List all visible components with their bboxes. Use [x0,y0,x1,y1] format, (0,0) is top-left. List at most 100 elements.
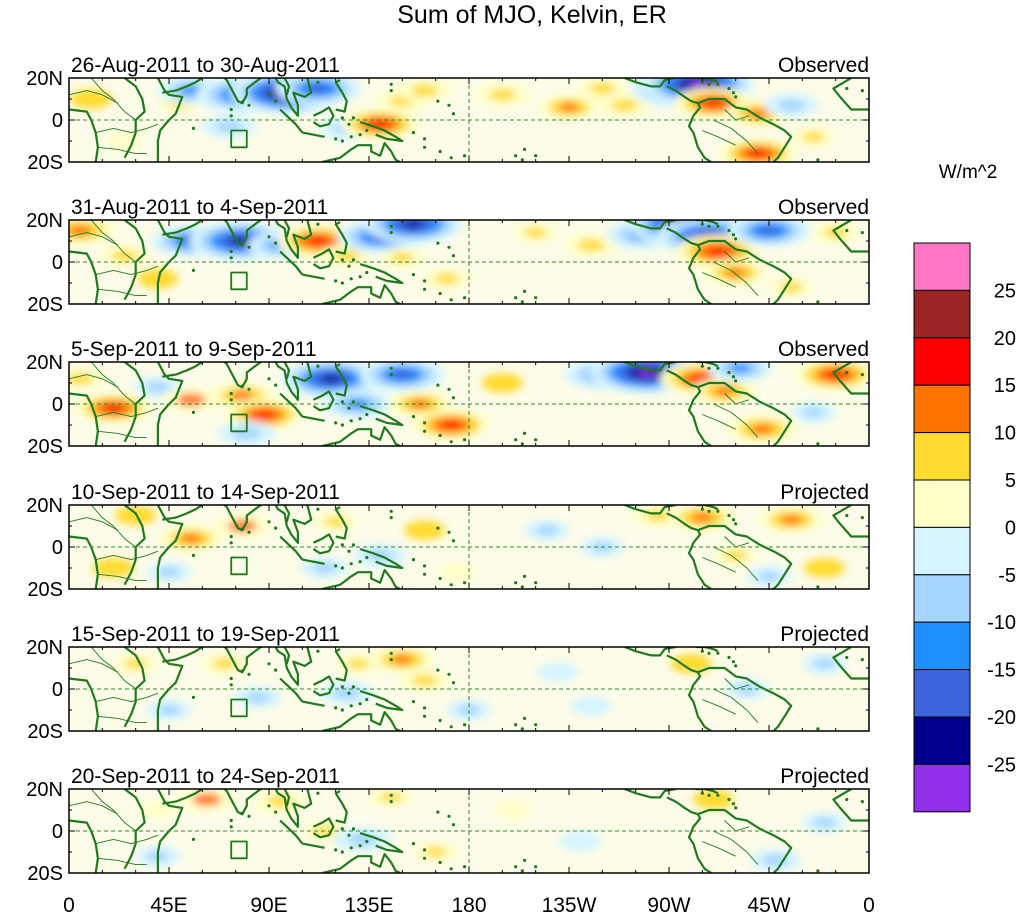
island [520,158,524,162]
island [522,431,527,435]
island [267,235,271,239]
y-tick-label: 20N [26,637,63,659]
country-border [702,557,736,573]
island [267,377,271,381]
colorbar-tick-label: -10 [987,612,1016,634]
y-tick-label: 0 [52,821,63,843]
coastline [312,390,335,412]
coastline [624,789,676,799]
coastline [687,386,712,446]
country-border [702,699,736,715]
anomaly-blob [724,550,747,561]
x-axis: 0 45E 90E 135E 180 135W 90W 45W 0 [63,894,875,917]
coastline [69,392,99,446]
island [716,793,720,797]
island [365,128,369,133]
anomaly-blob [157,704,181,716]
anomaly-blob [403,220,424,229]
anomaly-blob [157,567,181,578]
island [716,651,720,655]
colorbar-tick-label: 15 [994,375,1016,397]
anomaly-blob [780,515,803,525]
colorbar-swatch [913,763,971,813]
panel-ticks [68,504,870,590]
anomaly-blob [346,658,369,669]
coastline [697,239,793,304]
colorbar-swatch [913,337,971,386]
panel-status-label: Projected [780,481,869,504]
island [451,681,456,685]
coastline [695,362,719,368]
anomaly-blob [111,250,138,262]
island [422,137,427,141]
island [240,384,244,388]
region-box [230,413,248,433]
y-tick-label: 20S [27,721,63,743]
colorbar-tick-label: 5 [1005,470,1016,492]
island [316,507,320,511]
coastline [312,533,335,555]
island [707,651,711,655]
region-box [230,129,248,149]
island [860,658,864,662]
country-border [95,834,159,845]
anomaly-blob [494,800,533,820]
island [340,543,344,547]
anomaly-blob [645,509,671,522]
island [514,723,518,727]
island [816,727,820,731]
country-border [90,78,136,121]
country-border [713,403,759,438]
island [700,222,704,226]
island [727,228,731,233]
island [451,254,456,258]
y-tick-label: 20S [27,579,63,601]
panel-5: 20N 0 20S 15-Sep-2011 to 19-Sep-2011 Project… [26,623,870,743]
coastline [302,131,325,138]
coastline [687,102,712,162]
island [191,410,196,414]
island [716,224,720,228]
x-tick-label: 45E [150,894,187,917]
island [514,865,518,869]
coastline [322,284,401,304]
island [351,400,356,404]
island [422,287,427,291]
island [274,526,278,530]
island [438,718,442,723]
y-tick-label: 20S [27,863,63,885]
anomaly-blob [688,80,708,88]
island [436,810,440,814]
coastlines [69,220,869,304]
island [707,509,711,513]
island [514,581,518,585]
island [229,676,233,681]
island [349,846,353,850]
island [351,543,356,547]
island [422,714,427,718]
panel-period-label: 5-Sep-2011 to 9-Sep-2011 [71,338,317,361]
island [349,277,353,281]
x-tick-label: 180 [451,894,486,917]
island [389,651,393,655]
island [734,806,738,810]
coastline [359,263,404,285]
anomaly-field [113,647,847,721]
island [267,93,271,97]
coastline [695,78,719,84]
island [411,558,416,562]
island [816,585,820,589]
island [316,222,320,226]
coastline [162,78,203,94]
island [422,279,427,283]
island [514,154,518,158]
island [462,154,467,158]
coastline [283,505,291,523]
coastline [279,677,304,703]
anomaly-blob [713,386,736,396]
country-border [69,90,119,104]
coastline [123,789,146,870]
coastline [334,790,348,824]
coastline [322,569,401,589]
island [422,856,427,860]
